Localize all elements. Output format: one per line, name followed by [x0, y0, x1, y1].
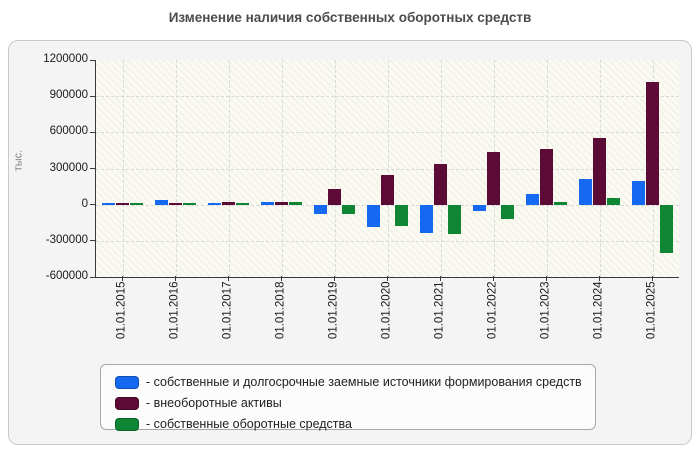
bar-maroon-01.01.2016	[169, 203, 182, 205]
v-gridline	[387, 60, 389, 277]
v-gridline	[122, 60, 124, 277]
y-axis-label: -300000	[45, 233, 88, 246]
y-tick-mark	[90, 59, 96, 61]
x-tick-mark	[652, 276, 653, 281]
x-tick-mark	[281, 276, 282, 281]
x-tick-mark	[175, 276, 176, 281]
bar-green-01.01.2022	[501, 204, 514, 220]
green-series-swatch	[115, 417, 139, 431]
legend-box: - собственные и долгосрочные заемные ист…	[100, 364, 596, 432]
bar-maroon-01.01.2024	[593, 138, 606, 205]
bar-green-01.01.2018	[289, 201, 302, 205]
legend-label: - собственные оборотные средства	[146, 417, 352, 431]
bar-blue-01.01.2023	[526, 194, 539, 205]
bar-blue-01.01.2025	[632, 180, 645, 205]
x-tick-mark	[546, 276, 547, 281]
bar-blue-01.01.2022	[473, 204, 486, 211]
x-axis-label: 01.01.2018	[274, 281, 286, 340]
bar-green-01.01.2025	[660, 204, 673, 253]
bar-green-01.01.2016	[183, 203, 196, 205]
maroon-series-swatch	[115, 396, 139, 410]
x-axis-label: 01.01.2023	[539, 281, 551, 340]
bar-green-01.01.2023	[554, 202, 567, 205]
bar-maroon-01.01.2017	[222, 201, 235, 205]
y-axis-label: 600000	[49, 125, 88, 138]
y-axis-label: -600000	[45, 270, 88, 282]
y-tick-mark	[90, 95, 96, 97]
y-tick-mark	[90, 240, 96, 242]
bar-blue-01.01.2021	[420, 204, 433, 233]
x-axis-label: 01.01.2022	[486, 281, 498, 340]
bar-blue-01.01.2017	[208, 202, 221, 205]
bar-maroon-01.01.2015	[116, 203, 129, 205]
x-axis-label: 01.01.2016	[168, 281, 180, 340]
x-axis-label: 01.01.2021	[433, 281, 445, 340]
bar-maroon-01.01.2018	[275, 201, 288, 205]
legend-item: - собственные оборотные средства	[115, 416, 595, 432]
legend-item: - внеоборотные активы	[115, 395, 595, 411]
bar-maroon-01.01.2021	[434, 163, 447, 205]
bar-green-01.01.2021	[448, 204, 461, 235]
x-axis-label: 01.01.2025	[645, 281, 657, 340]
bar-green-01.01.2015	[130, 203, 143, 205]
x-tick-mark	[440, 276, 441, 281]
x-tick-mark	[387, 276, 388, 281]
x-tick-mark	[493, 276, 494, 281]
bar-green-01.01.2017	[236, 202, 249, 205]
v-gridline	[228, 60, 230, 277]
bar-maroon-01.01.2020	[381, 175, 394, 205]
bar-blue-01.01.2019	[314, 204, 327, 215]
x-tick-mark	[228, 276, 229, 281]
y-tick-mark	[90, 168, 96, 169]
y-tick-mark	[90, 131, 96, 133]
bar-maroon-01.01.2023	[540, 149, 553, 205]
legend-label: - собственные и долгосрочные заемные ист…	[146, 375, 582, 389]
v-gridline	[175, 60, 177, 277]
bar-green-01.01.2020	[395, 204, 408, 227]
bar-maroon-01.01.2025	[646, 81, 659, 205]
y-axis-label: 0	[81, 197, 88, 210]
x-tick-mark	[334, 276, 335, 281]
y-tick-mark	[90, 204, 96, 206]
bar-green-01.01.2024	[607, 198, 620, 205]
bar-green-01.01.2019	[342, 204, 355, 215]
y-axis-label: 900000	[49, 89, 88, 102]
bar-blue-01.01.2020	[367, 204, 380, 227]
blue-series-swatch	[115, 375, 139, 389]
bar-maroon-01.01.2019	[328, 188, 341, 205]
x-tick-mark	[599, 276, 600, 281]
plot-area: 1200000 900000 600000 300000 0 -300000 -600000	[43, 53, 679, 282]
v-gridline	[334, 60, 336, 277]
chart-title: Изменение наличия собственных оборотных …	[168, 10, 532, 25]
legend-item: - собственные и долгосрочные заемные ист…	[115, 374, 595, 390]
x-axis-label: 01.01.2019	[327, 281, 339, 340]
y-axis-title: тыс.	[12, 149, 25, 172]
x-axis-label: 01.01.2015	[115, 281, 127, 340]
bar-blue-01.01.2016	[155, 199, 168, 205]
v-gridline	[281, 60, 283, 277]
bar-blue-01.01.2024	[579, 178, 592, 205]
bar-blue-01.01.2015	[102, 202, 115, 205]
bar-maroon-01.01.2022	[487, 151, 500, 205]
legend-label: - внеоборотные активы	[146, 396, 282, 410]
x-axis-label: 01.01.2024	[592, 281, 604, 340]
y-axis-label: 1200000	[43, 53, 88, 65]
bar-blue-01.01.2018	[261, 201, 274, 205]
x-axis-label: 01.01.2017	[221, 281, 233, 340]
y-axis-label: 300000	[49, 161, 88, 174]
x-axis-label: 01.01.2020	[380, 281, 392, 340]
x-tick-mark	[122, 276, 123, 281]
y-tick-mark	[90, 276, 96, 278]
